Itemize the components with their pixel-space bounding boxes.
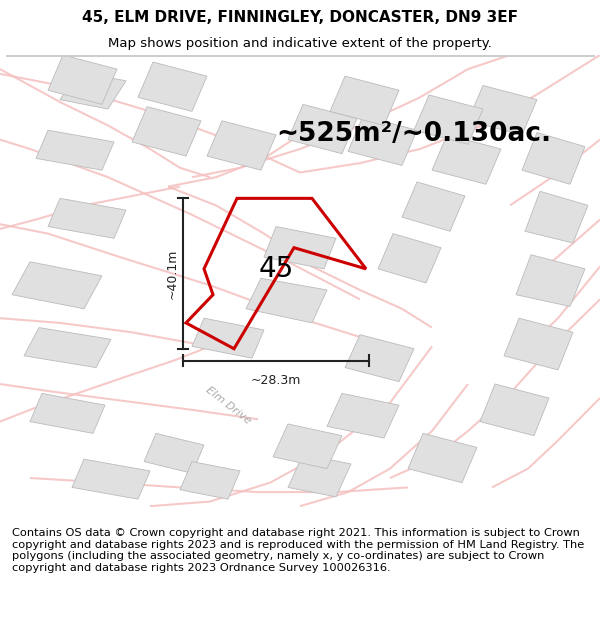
Polygon shape: [288, 454, 351, 497]
Polygon shape: [288, 104, 357, 154]
Polygon shape: [246, 278, 327, 323]
Text: 45, ELM DRIVE, FINNINGLEY, DONCASTER, DN9 3EF: 45, ELM DRIVE, FINNINGLEY, DONCASTER, DN…: [82, 10, 518, 25]
Polygon shape: [525, 191, 588, 243]
Polygon shape: [30, 393, 105, 433]
Polygon shape: [12, 262, 102, 309]
Polygon shape: [522, 132, 585, 184]
Polygon shape: [432, 135, 501, 184]
Polygon shape: [273, 424, 342, 469]
Polygon shape: [132, 107, 201, 156]
Polygon shape: [192, 318, 264, 358]
Polygon shape: [48, 198, 126, 238]
Text: ~525m²/~0.130ac.: ~525m²/~0.130ac.: [276, 121, 551, 147]
Polygon shape: [504, 318, 573, 370]
Polygon shape: [48, 55, 117, 104]
Polygon shape: [516, 255, 585, 306]
Polygon shape: [180, 461, 240, 499]
Polygon shape: [60, 71, 126, 109]
Polygon shape: [72, 459, 150, 499]
Text: Contains OS data © Crown copyright and database right 2021. This information is : Contains OS data © Crown copyright and d…: [12, 528, 584, 572]
Polygon shape: [264, 226, 336, 269]
Polygon shape: [330, 76, 399, 126]
Polygon shape: [144, 433, 204, 473]
Polygon shape: [348, 116, 417, 166]
Text: Map shows position and indicative extent of the property.: Map shows position and indicative extent…: [108, 38, 492, 51]
Polygon shape: [414, 95, 483, 144]
Polygon shape: [138, 62, 207, 111]
Polygon shape: [345, 334, 414, 382]
Polygon shape: [402, 182, 465, 231]
Text: 45: 45: [259, 255, 293, 283]
Text: Elm Drive: Elm Drive: [203, 384, 253, 426]
Polygon shape: [36, 130, 114, 170]
Polygon shape: [480, 384, 549, 436]
Text: ~28.3m: ~28.3m: [251, 374, 301, 387]
Polygon shape: [378, 234, 441, 283]
Polygon shape: [468, 86, 537, 135]
Text: ~40.1m: ~40.1m: [166, 248, 179, 299]
Polygon shape: [327, 393, 399, 438]
Polygon shape: [408, 433, 477, 482]
Polygon shape: [207, 121, 276, 170]
Polygon shape: [24, 328, 111, 367]
